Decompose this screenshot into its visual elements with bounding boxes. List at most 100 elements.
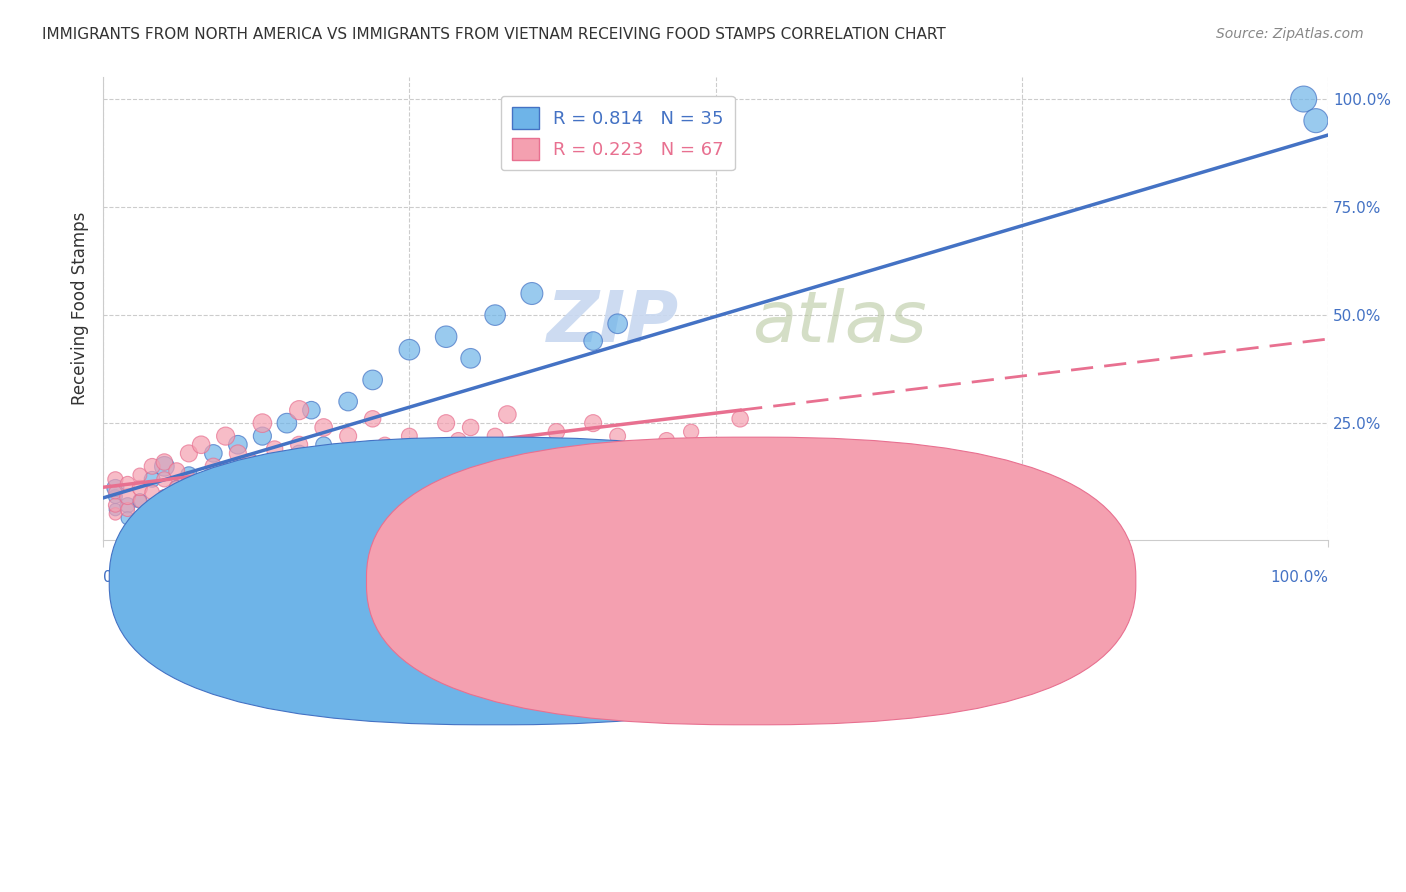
Point xyxy=(606,429,628,443)
Point xyxy=(177,472,200,486)
Text: 100.0%: 100.0% xyxy=(1270,570,1329,585)
Point xyxy=(214,429,236,443)
Point xyxy=(128,494,150,508)
Point xyxy=(643,516,665,530)
Text: Immigrants from North America: Immigrants from North America xyxy=(538,582,782,597)
Point xyxy=(582,334,605,348)
Point xyxy=(520,438,543,452)
Text: ZIP: ZIP xyxy=(547,288,679,357)
Point xyxy=(447,434,470,448)
Point xyxy=(252,429,274,443)
Text: atlas: atlas xyxy=(752,288,927,357)
Point xyxy=(104,502,127,516)
Point xyxy=(166,481,188,495)
Point xyxy=(117,511,139,525)
Point xyxy=(239,455,262,469)
Point xyxy=(374,438,396,452)
Point xyxy=(325,472,347,486)
Point xyxy=(288,446,311,460)
Point xyxy=(226,446,249,460)
Point xyxy=(190,494,212,508)
FancyBboxPatch shape xyxy=(110,437,879,725)
Point xyxy=(582,416,605,430)
Point xyxy=(1292,92,1315,106)
Point xyxy=(166,464,188,478)
Point xyxy=(190,485,212,500)
Point xyxy=(117,490,139,504)
Text: IMMIGRANTS FROM NORTH AMERICA VS IMMIGRANTS FROM VIETNAM RECEIVING FOOD STAMPS C: IMMIGRANTS FROM NORTH AMERICA VS IMMIGRA… xyxy=(42,27,946,42)
Point xyxy=(263,468,285,483)
Point xyxy=(166,481,188,495)
Legend: R = 0.814   N = 35, R = 0.223   N = 67: R = 0.814 N = 35, R = 0.223 N = 67 xyxy=(501,95,734,170)
Point xyxy=(153,472,176,486)
Point xyxy=(202,446,225,460)
Point xyxy=(385,455,408,469)
Point xyxy=(177,446,200,460)
Point xyxy=(460,351,482,366)
Point xyxy=(263,459,285,474)
Point xyxy=(398,429,420,443)
Point xyxy=(117,502,139,516)
Point xyxy=(460,420,482,434)
Point xyxy=(104,472,127,486)
Point xyxy=(239,481,262,495)
Point xyxy=(252,416,274,430)
Point xyxy=(214,464,236,478)
Point xyxy=(104,485,127,500)
Point xyxy=(276,459,298,474)
Point xyxy=(471,446,494,460)
FancyBboxPatch shape xyxy=(367,437,1136,725)
Point xyxy=(226,438,249,452)
Point xyxy=(190,476,212,491)
Point xyxy=(312,420,335,434)
Point xyxy=(655,434,678,448)
Point xyxy=(202,459,225,474)
Y-axis label: Receiving Food Stamps: Receiving Food Stamps xyxy=(72,212,89,405)
Point xyxy=(128,468,150,483)
Point xyxy=(496,408,519,422)
Point xyxy=(704,490,727,504)
Text: Source: ZipAtlas.com: Source: ZipAtlas.com xyxy=(1216,27,1364,41)
Point xyxy=(177,490,200,504)
Point xyxy=(1305,113,1327,128)
Point xyxy=(288,438,311,452)
Point xyxy=(288,403,311,417)
Point xyxy=(728,412,751,426)
Point xyxy=(214,485,236,500)
Point xyxy=(434,329,457,343)
Point xyxy=(117,476,139,491)
Point xyxy=(141,498,163,512)
Point xyxy=(484,429,506,443)
Point xyxy=(312,438,335,452)
Point xyxy=(299,403,322,417)
Point xyxy=(263,442,285,456)
Point xyxy=(557,442,579,456)
Point xyxy=(411,442,433,456)
Point xyxy=(214,464,236,478)
Text: Immigrants from Vietnam: Immigrants from Vietnam xyxy=(796,582,991,597)
Point xyxy=(177,468,200,483)
Point xyxy=(153,490,176,504)
Point xyxy=(153,459,176,474)
Point xyxy=(117,498,139,512)
Point xyxy=(337,446,360,460)
Point xyxy=(128,481,150,495)
Point xyxy=(190,438,212,452)
Point xyxy=(153,455,176,469)
Point xyxy=(546,425,568,439)
Point xyxy=(104,490,127,504)
Point xyxy=(153,490,176,504)
Point xyxy=(202,481,225,495)
Point xyxy=(312,450,335,465)
Point xyxy=(361,373,384,387)
Point xyxy=(337,394,360,409)
Point xyxy=(681,425,703,439)
Point xyxy=(434,416,457,430)
Point xyxy=(398,343,420,357)
Text: 0.0%: 0.0% xyxy=(103,570,142,585)
Point xyxy=(141,472,163,486)
Point xyxy=(128,494,150,508)
Point xyxy=(606,317,628,331)
Point xyxy=(226,472,249,486)
Point xyxy=(337,429,360,443)
